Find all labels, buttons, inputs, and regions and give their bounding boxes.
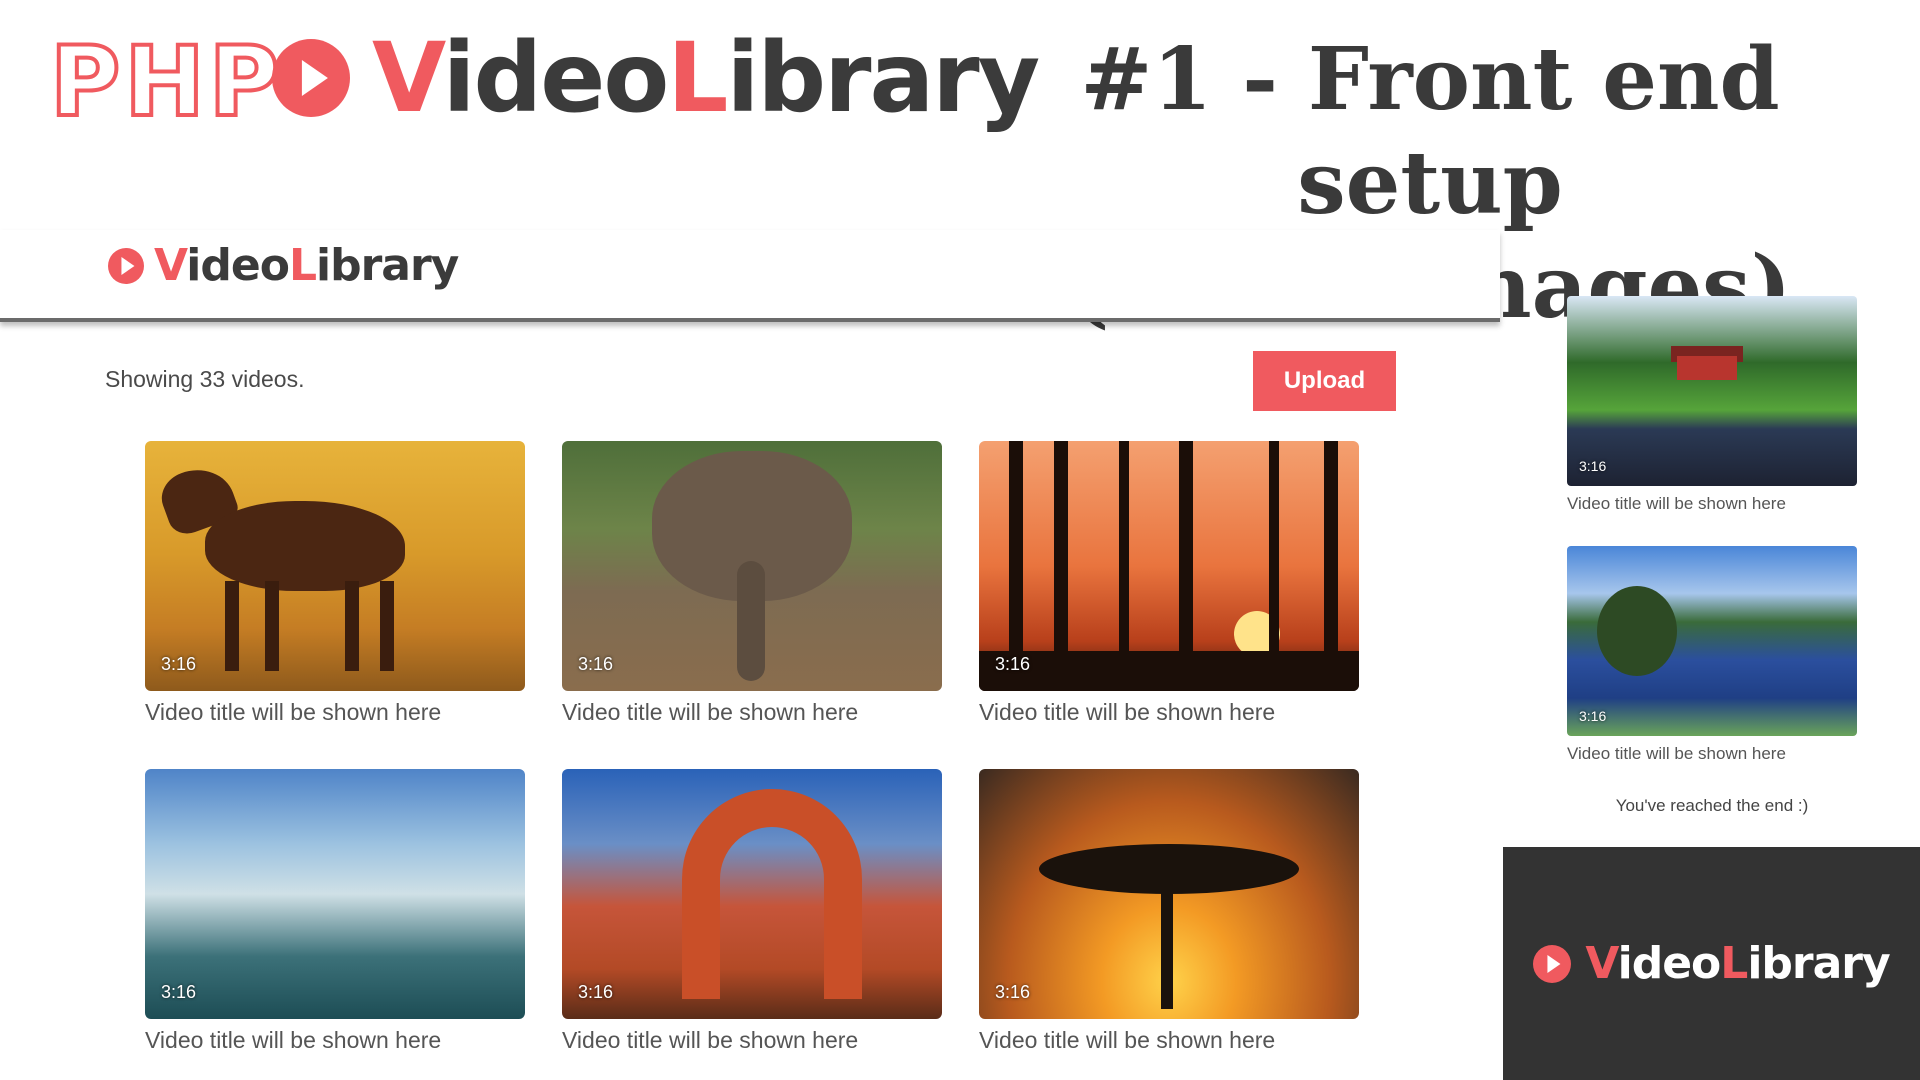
- end-of-list-text: You've reached the end :): [1615, 796, 1809, 815]
- tree-trunk: [1179, 441, 1193, 691]
- video-card[interactable]: 3:16 Video title will be shown here: [979, 769, 1359, 1054]
- video-card[interactable]: 3:16 Video title will be shown here: [562, 769, 942, 1054]
- banner-logo: VideoLibrary: [272, 30, 1040, 126]
- app-logo-text: VideoLibrary: [154, 244, 459, 288]
- app-header: VideoLibrary: [0, 230, 1500, 322]
- logo-letter-l: L: [1720, 937, 1748, 989]
- video-title[interactable]: Video title will be shown here: [1567, 744, 1786, 763]
- house-shape: [1677, 356, 1737, 380]
- app-logo[interactable]: VideoLibrary: [108, 244, 459, 288]
- tree-trunk: [1269, 441, 1279, 691]
- dark-logo: VideoLibrary: [1533, 941, 1891, 986]
- logo-part-ibrary: ibrary: [726, 22, 1040, 134]
- video-duration: 3:16: [1579, 458, 1607, 474]
- logo-part-ibrary: ibrary: [1747, 937, 1890, 989]
- lake-house-thumbnail[interactable]: 3:16: [1567, 296, 1857, 486]
- elephant-thumbnail[interactable]: 3:16: [562, 441, 942, 691]
- horse-leg: [380, 581, 394, 671]
- dark-logo-text: VideoLibrary: [1585, 941, 1890, 986]
- video-duration: 3:16: [161, 654, 197, 674]
- horse-leg: [225, 581, 239, 671]
- logo-letter-v: V: [154, 240, 187, 291]
- video-title[interactable]: Video title will be shown here: [145, 1027, 442, 1053]
- logo-letter-l: L: [288, 240, 317, 291]
- upload-button[interactable]: Upload: [1253, 351, 1396, 411]
- video-title[interactable]: Video title will be shown here: [562, 1027, 859, 1053]
- rock-arch-thumbnail[interactable]: 3:16: [562, 769, 942, 1019]
- sidebar-video-card[interactable]: 3:16 Video title will be shown here: [1567, 546, 1857, 764]
- play-icon: [1533, 944, 1572, 983]
- logo-part-ideo: ideo: [186, 240, 290, 291]
- tree-crown: [1039, 844, 1299, 894]
- sidebar-video-card[interactable]: 3:16 Video title will be shown here: [1567, 296, 1857, 514]
- video-card[interactable]: 3:16 Video title will be shown here: [145, 441, 525, 726]
- logo-part-ideo: ideo: [1617, 937, 1722, 989]
- video-card[interactable]: 3:16 Video title will be shown here: [979, 441, 1359, 726]
- video-title[interactable]: Video title will be shown here: [1567, 494, 1786, 513]
- logo-letter-v: V: [372, 22, 445, 134]
- rock-arch-shape: [682, 789, 862, 999]
- banner-title-line1: #1 - Front end setup: [1080, 29, 1780, 234]
- tree-trunk: [1009, 441, 1023, 691]
- elephant-trunk: [737, 561, 765, 681]
- banner-php-text: PHP: [48, 26, 284, 138]
- logo-letter-v: V: [1585, 937, 1618, 989]
- video-card[interactable]: 3:16 Video title will be shown here: [145, 769, 525, 1054]
- tree-trunk: [1324, 441, 1338, 691]
- sunset-forest-thumbnail[interactable]: 3:16: [979, 441, 1359, 691]
- waterfall-thumbnail[interactable]: 3:16: [145, 769, 525, 1019]
- video-duration: 3:16: [578, 982, 614, 1002]
- video-title[interactable]: Video title will be shown here: [979, 699, 1276, 725]
- video-card[interactable]: 3:16 Video title will be shown here: [562, 441, 942, 726]
- video-title[interactable]: Video title will be shown here: [562, 699, 859, 725]
- tree-trunk: [1161, 889, 1173, 1009]
- video-count-text: Showing 33 videos.: [105, 366, 305, 392]
- dark-logo-panel: VideoLibrary: [1503, 847, 1920, 1080]
- lake-tree-thumbnail[interactable]: 3:16: [1567, 546, 1857, 736]
- ground-shape: [979, 651, 1359, 691]
- tree-shape: [1597, 586, 1677, 676]
- video-duration: 3:16: [995, 982, 1031, 1002]
- video-title[interactable]: Video title will be shown here: [145, 699, 442, 725]
- video-title[interactable]: Video title will be shown here: [979, 1027, 1276, 1053]
- horse-silhouette: [205, 501, 405, 591]
- tree-trunk: [1054, 441, 1068, 691]
- horse-leg: [345, 581, 359, 671]
- tree-trunk: [1119, 441, 1129, 691]
- acacia-sunset-thumbnail[interactable]: 3:16: [979, 769, 1359, 1019]
- horse-thumbnail[interactable]: 3:16: [145, 441, 525, 691]
- horse-leg: [265, 581, 279, 671]
- video-duration: 3:16: [995, 654, 1031, 674]
- banner-logo-text: VideoLibrary: [372, 30, 1040, 126]
- logo-part-ideo: ideo: [442, 22, 670, 134]
- logo-letter-l: L: [667, 22, 728, 134]
- play-icon: [108, 248, 144, 284]
- logo-part-ibrary: ibrary: [315, 240, 459, 291]
- video-duration: 3:16: [578, 654, 614, 674]
- video-duration: 3:16: [1579, 708, 1607, 724]
- video-duration: 3:16: [161, 982, 197, 1002]
- play-icon: [272, 39, 350, 117]
